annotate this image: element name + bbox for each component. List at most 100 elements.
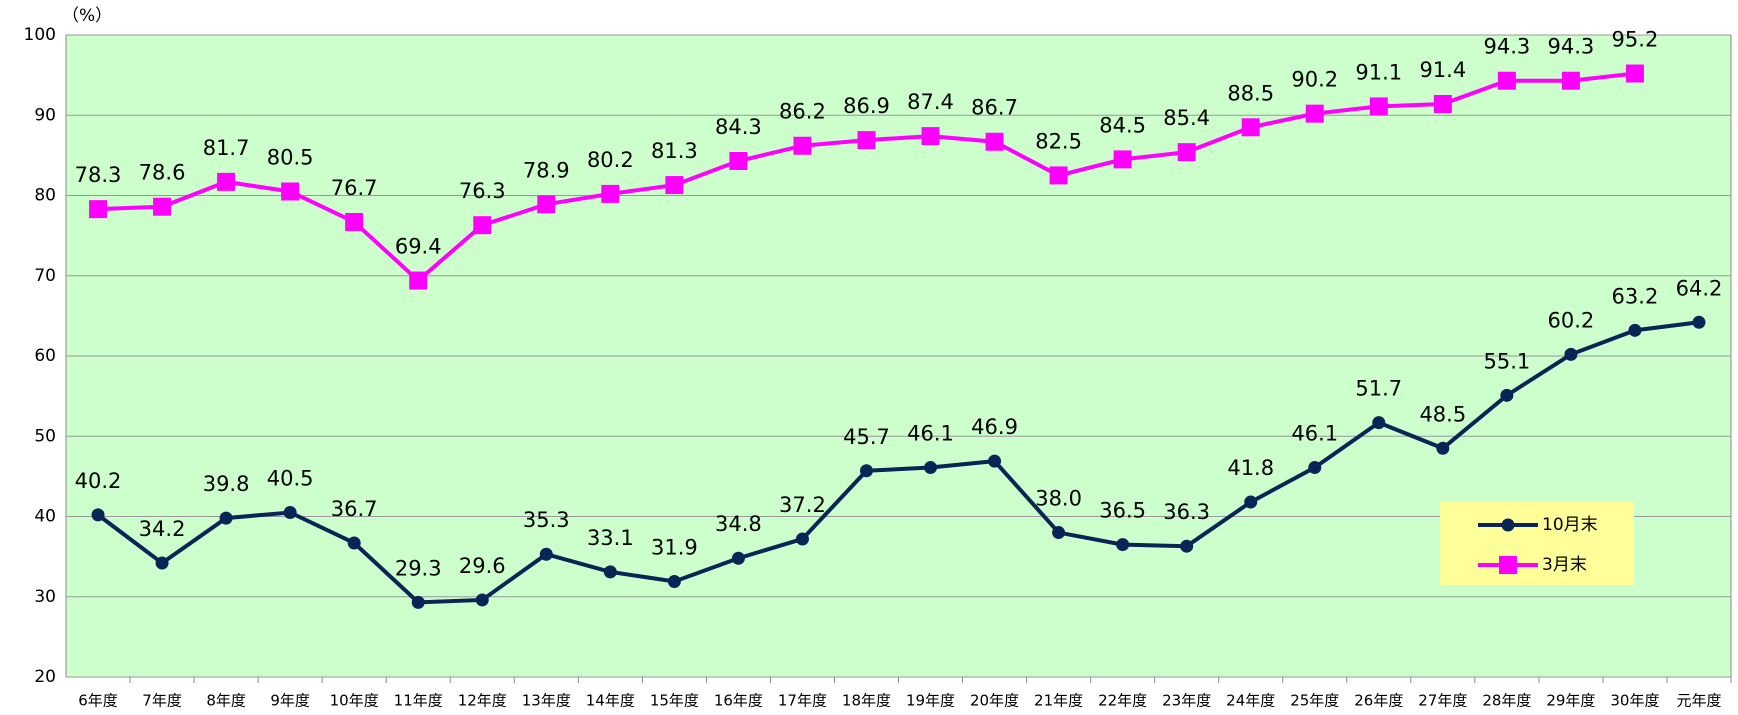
data-label: 33.1 — [587, 526, 634, 550]
data-label: 36.7 — [331, 497, 378, 521]
data-point — [1113, 150, 1132, 169]
data-point — [924, 461, 938, 475]
x-tick-label: 14年度 — [586, 692, 635, 710]
data-point — [219, 511, 233, 525]
data-point — [985, 132, 1004, 151]
x-tick-label: 11年度 — [394, 692, 443, 710]
y-tick-label: 40 — [34, 507, 56, 527]
data-label: 88.5 — [1227, 81, 1274, 105]
data-label: 37.2 — [779, 493, 826, 517]
data-point — [1628, 323, 1642, 337]
data-label: 84.5 — [1099, 113, 1146, 137]
data-point — [283, 505, 297, 519]
data-point — [347, 536, 361, 550]
data-label: 78.6 — [139, 161, 186, 185]
data-point — [155, 556, 169, 570]
data-label: 69.4 — [395, 235, 442, 259]
data-point — [793, 136, 812, 155]
x-tick-label: 30年度 — [1610, 692, 1659, 710]
x-tick-label: 12年度 — [458, 692, 507, 710]
x-tick-label: 6年度 — [78, 692, 118, 710]
data-point — [1241, 118, 1260, 137]
data-point — [537, 195, 556, 214]
data-point — [1692, 315, 1706, 329]
data-point — [1049, 166, 1068, 185]
data-point — [345, 212, 364, 231]
data-point — [921, 127, 940, 146]
data-point — [1564, 347, 1578, 361]
data-point — [859, 464, 873, 478]
data-label: 78.9 — [523, 158, 570, 182]
data-point — [795, 532, 809, 546]
data-point — [89, 200, 108, 219]
data-label: 91.1 — [1355, 60, 1402, 84]
data-label: 31.9 — [651, 536, 698, 560]
data-label: 64.2 — [1676, 276, 1723, 300]
data-point — [1177, 143, 1196, 162]
data-label: 60.2 — [1548, 308, 1595, 332]
data-label: 90.2 — [1291, 68, 1338, 92]
data-point — [475, 593, 489, 607]
x-tick-label: 13年度 — [522, 692, 571, 710]
data-label: 51.7 — [1355, 377, 1402, 401]
x-tick-label: 29年度 — [1546, 692, 1595, 710]
data-label: 94.3 — [1483, 35, 1530, 59]
data-point — [1369, 97, 1388, 116]
data-label: 63.2 — [1612, 284, 1659, 308]
x-tick-label: 8年度 — [206, 692, 246, 710]
y-tick-label: 30 — [34, 587, 56, 607]
data-label: 29.6 — [459, 554, 506, 578]
x-tick-label: 17年度 — [778, 692, 827, 710]
x-tick-label: 16年度 — [714, 692, 763, 710]
x-tick-label: 25年度 — [1290, 692, 1339, 710]
x-tick-label: 20年度 — [970, 692, 1019, 710]
data-label: 86.2 — [779, 100, 826, 124]
data-point — [857, 131, 876, 150]
data-label: 84.3 — [715, 115, 762, 139]
data-point — [1625, 64, 1644, 83]
x-tick-label: 28年度 — [1482, 692, 1531, 710]
data-label: 87.4 — [907, 90, 954, 114]
x-tick-label: 21年度 — [1034, 692, 1083, 710]
y-tick-label: 50 — [34, 426, 56, 446]
data-point — [1180, 539, 1194, 553]
data-point — [1244, 495, 1258, 509]
data-label: 80.5 — [267, 145, 314, 169]
data-label: 81.7 — [203, 136, 250, 160]
data-point — [281, 182, 300, 201]
x-tick-label: 15年度 — [650, 692, 699, 710]
data-label: 78.3 — [75, 163, 122, 187]
data-label: 36.5 — [1099, 499, 1146, 523]
data-point — [729, 151, 748, 170]
data-point — [1052, 526, 1066, 540]
data-label: 46.1 — [1291, 422, 1338, 446]
y-unit: （%） — [62, 6, 112, 26]
data-label: 39.8 — [203, 472, 250, 496]
data-point — [1305, 104, 1324, 123]
data-point — [473, 216, 492, 235]
data-point — [667, 575, 681, 589]
data-label: 85.4 — [1163, 106, 1210, 130]
legend-marker — [1499, 556, 1517, 574]
x-tick-label: 23年度 — [1162, 692, 1211, 710]
series-line — [96, 320, 1700, 605]
data-label: 86.9 — [843, 94, 890, 118]
x-tick-label: 9年度 — [270, 692, 310, 710]
x-tick-label: 19年度 — [906, 692, 955, 710]
data-label: 80.2 — [587, 148, 634, 172]
x-tick-label: 24年度 — [1226, 692, 1275, 710]
data-label: 76.3 — [459, 179, 506, 203]
data-label: 46.1 — [907, 422, 954, 446]
legend-marker — [1501, 518, 1515, 532]
data-point — [539, 547, 553, 561]
data-point — [91, 508, 105, 522]
data-label: 81.3 — [651, 139, 698, 163]
data-label: 35.3 — [523, 508, 570, 532]
data-label: 40.2 — [75, 469, 122, 493]
data-label: 46.9 — [971, 415, 1018, 439]
data-point — [409, 271, 428, 290]
data-label: 86.7 — [971, 96, 1018, 120]
data-point — [1372, 416, 1386, 430]
legend-label: 10月末 — [1542, 515, 1598, 535]
